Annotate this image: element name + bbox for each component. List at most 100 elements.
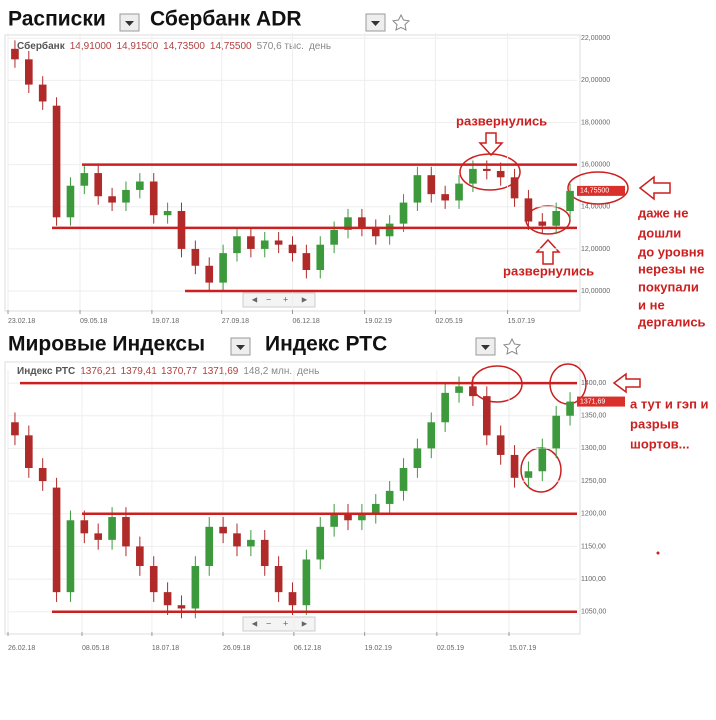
- instrument-name: Сбербанк ADR: [150, 8, 302, 31]
- candle-body: [413, 175, 422, 203]
- candle-body: [482, 168, 491, 171]
- candle-body: [108, 196, 116, 203]
- candle-body: [302, 559, 311, 606]
- candle-body: [38, 84, 47, 102]
- star[interactable]: [391, 13, 411, 31]
- candle-body: [25, 59, 33, 85]
- y-tick-label: 18,00000: [581, 119, 610, 126]
- svg-text:◄: ◄: [250, 294, 259, 304]
- candle-body: [177, 605, 186, 609]
- candle-body: [385, 223, 394, 237]
- candle-body: [247, 539, 255, 547]
- chart-title: Мировые Индексы: [8, 333, 205, 356]
- candle-body: [122, 517, 130, 547]
- dropdown[interactable]: [475, 337, 496, 356]
- x-tick-label: 23.02.18: [8, 318, 35, 325]
- candle-body: [482, 396, 491, 436]
- candle-body: [552, 210, 560, 226]
- candle-body: [316, 526, 325, 560]
- x-tick-label: 19.07.18: [152, 318, 179, 325]
- candle-body: [191, 248, 200, 266]
- x-tick-label: 18.07.18: [152, 645, 179, 652]
- candle-body: [80, 520, 89, 534]
- candle-body: [205, 265, 214, 283]
- legend-name: Индекс РТС: [17, 366, 75, 377]
- candle-body: [441, 392, 449, 423]
- candle-body: [344, 217, 352, 230]
- candle-body: [177, 210, 186, 249]
- y-tick-label: 16,00000: [581, 161, 610, 168]
- legend-value: 1376,21: [80, 366, 117, 377]
- candle-body: [66, 185, 75, 218]
- dropdown[interactable]: [230, 337, 251, 356]
- star[interactable]: [502, 337, 522, 355]
- candle-body: [219, 253, 227, 283]
- candle-body: [330, 229, 338, 245]
- candle-body: [538, 221, 547, 226]
- candle-body: [455, 386, 463, 393]
- candle-body: [274, 566, 283, 593]
- candle-body: [427, 422, 436, 449]
- navigator[interactable]: ◄ − + ►: [242, 292, 316, 308]
- x-tick-label: 19.02.19: [365, 645, 392, 652]
- candle-body: [510, 454, 519, 478]
- candle-body: [399, 202, 408, 224]
- annotation: дергались: [638, 314, 706, 329]
- legend-value: 1370,77: [161, 366, 198, 377]
- candle-body: [149, 181, 158, 216]
- candle-body: [552, 415, 560, 449]
- candle-body: [25, 435, 33, 469]
- candle-body: [510, 177, 519, 199]
- dropdown[interactable]: [365, 13, 386, 32]
- x-tick-label: 08.05.18: [82, 645, 109, 652]
- candle-body: [371, 503, 380, 514]
- candle-body: [496, 170, 505, 178]
- candle-body: [233, 533, 241, 547]
- candle-body: [11, 48, 19, 60]
- candle-body: [371, 227, 380, 237]
- dropdown[interactable]: [119, 13, 140, 32]
- candle-body: [191, 566, 200, 609]
- x-tick-label: 02.05.19: [437, 645, 464, 652]
- candle-body: [233, 236, 241, 254]
- annotation: до уровня: [638, 244, 704, 259]
- chart-title: Расписки: [8, 8, 106, 31]
- legend-value: 1379,41: [121, 366, 158, 377]
- legend-period: день: [297, 366, 319, 377]
- candle-body: [538, 448, 547, 472]
- legend-name: Сбербанк: [17, 40, 66, 52]
- legend-value: 14,75500: [210, 41, 252, 52]
- candle-body: [302, 253, 311, 270]
- candle-body: [260, 539, 269, 567]
- y-tick-label: 1300,00: [581, 445, 606, 452]
- legend-value: 14,73500: [163, 41, 205, 52]
- instrument-name: Индекс РТС: [265, 333, 387, 356]
- x-tick-label: 09.05.18: [80, 318, 107, 325]
- candle-body: [385, 490, 394, 504]
- svg-text:►: ►: [300, 294, 309, 304]
- legend-period: день: [309, 41, 331, 52]
- candle-body: [52, 105, 61, 218]
- candle-body: [288, 244, 297, 254]
- annotation: развернулись: [503, 263, 594, 278]
- candle-body: [94, 533, 103, 540]
- x-tick-label: 06.12.18: [293, 318, 320, 325]
- candle-body: [316, 244, 325, 270]
- y-tick-label: 22,00000: [581, 35, 610, 42]
- candle-body: [163, 210, 172, 216]
- navigator[interactable]: ◄ − + ►: [242, 616, 316, 632]
- candle-body: [358, 513, 366, 521]
- legend-volume: 148,2 млн.: [243, 366, 292, 377]
- candle-body: [496, 435, 505, 455]
- last-price-label: 1371,69: [580, 398, 605, 405]
- annotation: покупали: [638, 279, 699, 294]
- annotation: нерезы не: [638, 261, 705, 276]
- dot: [656, 551, 660, 555]
- last-price-flag: [577, 185, 625, 196]
- y-tick-label: 1400,00: [581, 380, 606, 387]
- candle-body: [163, 592, 172, 606]
- y-tick-label: 1250,00: [581, 478, 606, 485]
- candle-body: [427, 175, 436, 195]
- x-tick-label: 15.07.19: [508, 318, 535, 325]
